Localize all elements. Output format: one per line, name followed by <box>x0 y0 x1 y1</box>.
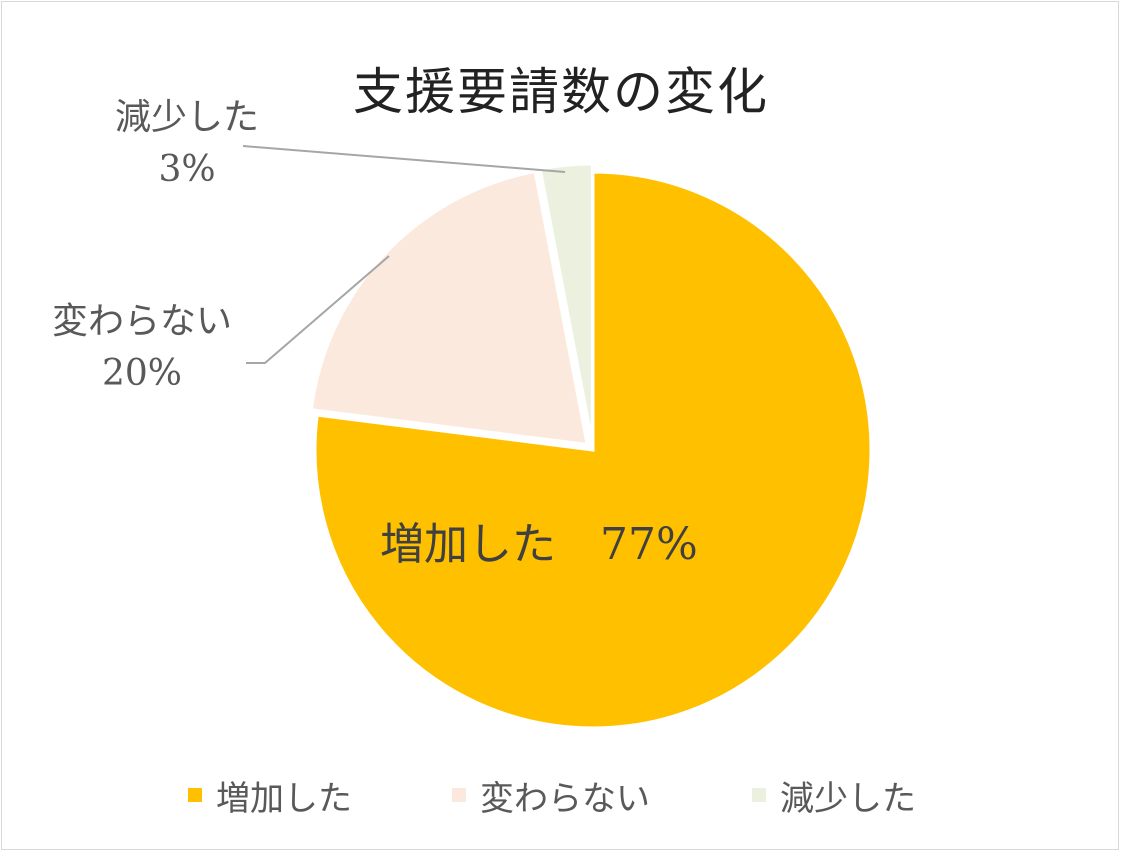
legend-label-decrease: 減少した <box>780 778 916 819</box>
legend-swatch-increase <box>188 788 202 802</box>
chart-title: 支援要請数の変化 <box>353 63 769 121</box>
data-label-same-value: 20% <box>101 353 182 394</box>
data-label-decrease: 減少した 3% <box>92 92 282 196</box>
legend-item-decrease: 減少した <box>752 770 916 820</box>
pie-slice-increase <box>313 170 873 730</box>
legend-label-increase: 増加した <box>216 778 352 819</box>
legend-item-same: 変わらない <box>452 770 650 820</box>
data-label-decrease-value: 3% <box>158 149 216 190</box>
pie-slice-decrease <box>538 162 594 443</box>
leader-lines <box>242 145 566 364</box>
data-label-decrease-name: 減少した <box>114 97 259 138</box>
legend-label-same: 変わらない <box>480 778 650 819</box>
legend-swatch-same <box>452 788 466 802</box>
pie-slice-same <box>309 169 590 447</box>
data-label-same-name: 変わらない <box>51 301 232 342</box>
legend-swatch-decrease <box>752 788 766 802</box>
data-label-increase: 増加した 77% <box>380 508 780 572</box>
legend: 増加した 変わらない 減少した <box>0 770 1122 820</box>
data-label-same: 変わらない 20% <box>26 296 258 400</box>
leader-line-same <box>246 255 390 364</box>
legend-item-increase: 増加した <box>188 770 352 820</box>
data-label-increase-name: 増加した <box>380 519 556 570</box>
pie-slices <box>309 162 873 730</box>
leader-line-decrease <box>242 145 566 173</box>
data-label-increase-value: 77% <box>600 519 698 570</box>
